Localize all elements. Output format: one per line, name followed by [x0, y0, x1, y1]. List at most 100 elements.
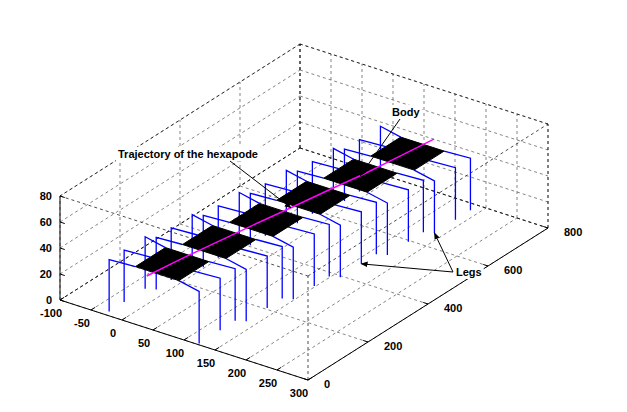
- z-tick-label: 20: [40, 268, 52, 280]
- leg: [109, 260, 135, 312]
- leg: [288, 227, 314, 286]
- box-edge: [308, 124, 548, 276]
- tick: [60, 196, 65, 198]
- box-edge: [548, 124, 549, 228]
- leg: [367, 192, 387, 255]
- leg: [320, 214, 340, 277]
- y-tick-label: 600: [504, 264, 522, 276]
- leg: [179, 281, 199, 344]
- leg: [414, 170, 434, 233]
- leg: [209, 262, 235, 321]
- grid-line: [120, 158, 121, 262]
- tick: [60, 300, 65, 302]
- x-tick-label: 200: [228, 367, 246, 379]
- grid-line: [424, 84, 425, 188]
- x-tick-label: -50: [74, 317, 90, 329]
- tick: [246, 357, 250, 360]
- leg: [226, 259, 246, 322]
- y-tick-label: 200: [384, 340, 402, 352]
- leg: [350, 195, 376, 254]
- tick: [91, 307, 95, 310]
- x-tick-label: 300: [290, 387, 308, 399]
- tick: [303, 378, 308, 380]
- z-tick-label: 80: [40, 190, 52, 202]
- leg: [194, 271, 220, 330]
- box-edge: [308, 276, 309, 380]
- annotation-arrow: [360, 119, 400, 176]
- leg: [241, 249, 267, 308]
- annotations: Body Trajectory of the hexapode Legs: [116, 105, 484, 279]
- z-tick-label: 40: [40, 242, 52, 254]
- x-axis-line: [60, 300, 308, 380]
- tick: [363, 340, 368, 342]
- grid-line: [300, 44, 548, 124]
- axes: -100 -50 0 50 100 150 200 250 300 0 200 400 600 800 0 2…: [40, 190, 583, 399]
- annotation-text: Body: [392, 106, 420, 118]
- annotation-arrow: [230, 161, 291, 208]
- leg: [429, 161, 455, 220]
- tick: [277, 367, 281, 370]
- leg: [335, 205, 361, 264]
- grid-line: [60, 44, 300, 196]
- annotation-arrow: [361, 264, 453, 272]
- tick: [308, 377, 312, 380]
- y-tick-label: 400: [444, 302, 462, 314]
- grid-line: [60, 70, 300, 222]
- leg: [273, 236, 293, 299]
- tick: [122, 317, 126, 320]
- x-tick-label: 250: [259, 377, 277, 389]
- box: [60, 44, 548, 380]
- grid-line: [362, 64, 363, 168]
- grid-line: [60, 122, 300, 274]
- leg: [124, 250, 150, 302]
- annotation: Trajectory of the hexapode: [116, 147, 260, 161]
- box-edge: [60, 44, 300, 196]
- annotation-patch: [390, 105, 422, 119]
- z-tick-label: 60: [40, 216, 52, 228]
- tick: [423, 302, 428, 304]
- x-tick-label: 0: [110, 327, 116, 339]
- y-axis-line: [308, 228, 548, 380]
- tick: [60, 222, 65, 224]
- y-tick-label: 800: [564, 226, 582, 238]
- grid-line: [300, 70, 548, 150]
- y-tick-label: 0: [324, 378, 330, 390]
- box-edge: [300, 44, 301, 148]
- annotation: Legs: [454, 265, 484, 279]
- grid-line: [308, 228, 548, 380]
- annotation-text: Legs: [456, 266, 482, 278]
- marks: [109, 126, 470, 343]
- grid-line: [486, 104, 487, 208]
- leg: [397, 173, 423, 232]
- x-tick-label: 100: [166, 347, 184, 359]
- leg: [444, 151, 470, 210]
- tick: [184, 337, 188, 340]
- x-tick-label: 50: [138, 337, 150, 349]
- tick: [60, 297, 64, 300]
- x-tick-label: 150: [197, 357, 215, 369]
- grid-line: [180, 120, 181, 224]
- grid: [60, 44, 548, 380]
- box-edge: [300, 44, 548, 124]
- grid-line: [300, 96, 548, 176]
- grid-line: [60, 300, 308, 380]
- chart: -100 -50 0 50 100 150 200 250 300 0 200 400 600 800 0 2…: [0, 0, 627, 412]
- tick: [60, 248, 65, 250]
- z-tick-label: 0: [46, 294, 52, 306]
- leg: [303, 217, 329, 276]
- annotation-text: Trajectory of the hexapode: [118, 148, 258, 160]
- grid-line: [184, 188, 424, 340]
- leg: [382, 183, 408, 242]
- annotation-patch: [116, 147, 260, 161]
- grid-line: [91, 158, 331, 310]
- tick: [483, 264, 488, 266]
- tick: [215, 347, 219, 350]
- tick: [60, 274, 65, 276]
- tick: [543, 226, 548, 228]
- annotation: Body: [390, 105, 422, 119]
- tick: [153, 327, 157, 330]
- annotation-patch: [454, 265, 484, 279]
- annotation-arrow: [434, 233, 453, 272]
- x-tick-label: -100: [40, 307, 62, 319]
- leg: [256, 240, 282, 299]
